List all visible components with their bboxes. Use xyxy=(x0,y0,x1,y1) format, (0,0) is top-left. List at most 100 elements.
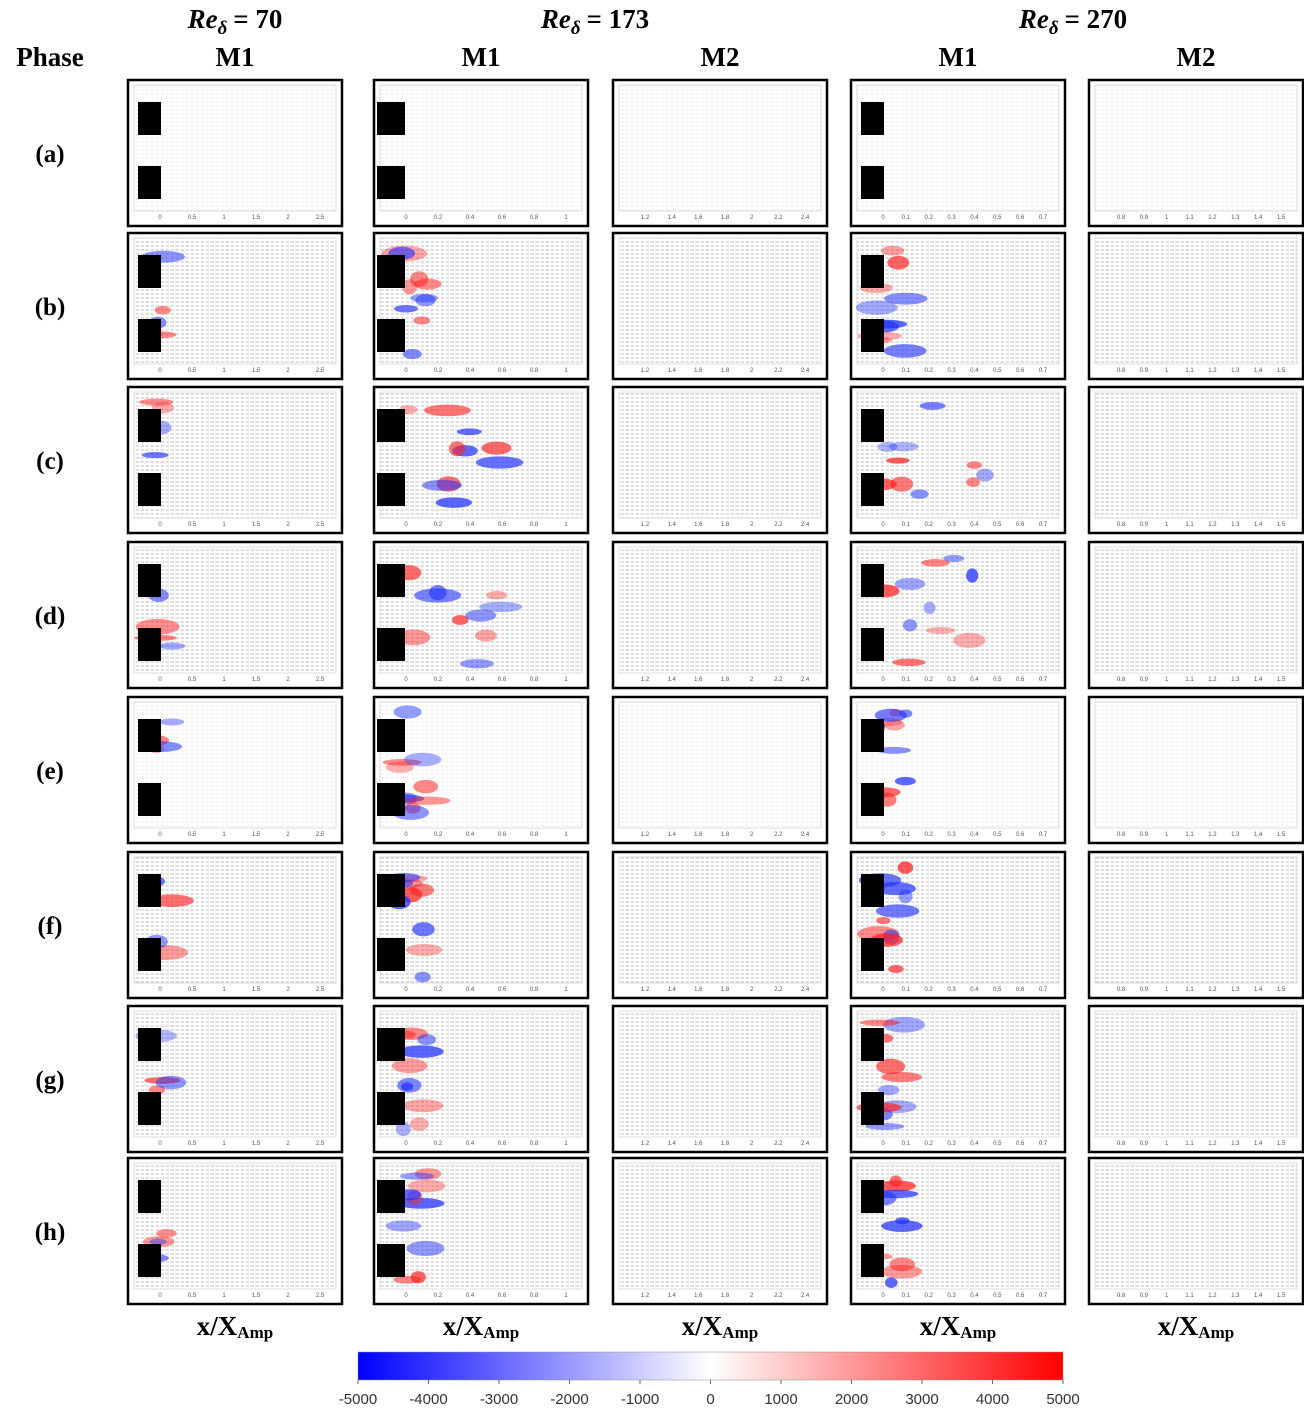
vorticity-blob xyxy=(886,457,910,464)
panel: 1.2 1.4 1.6 1.8 2 2.2 2.4 xyxy=(611,850,829,1000)
plot-border xyxy=(618,546,822,674)
tick-label: 0.4 xyxy=(466,368,475,374)
block xyxy=(861,874,884,907)
tick-label: 0.9 xyxy=(1140,1293,1149,1299)
tick-label: 1 xyxy=(222,987,226,993)
x-axis-sub: Amp xyxy=(1198,1323,1234,1342)
row-label: (a) xyxy=(35,141,64,168)
panel: 0.8 0.9 1 1.1 1.2 1.3 1.4 1.5 xyxy=(1087,385,1304,535)
tick-label: 0.1 xyxy=(902,368,911,374)
tick-label: 0 xyxy=(404,522,408,528)
block xyxy=(377,473,405,506)
vorticity-blob xyxy=(877,441,898,452)
tick-label: 1.6 xyxy=(694,832,703,838)
column-label: M1 xyxy=(939,42,978,72)
tick-label: 0.8 xyxy=(530,677,539,683)
vector-field xyxy=(619,392,821,518)
vorticity-blob xyxy=(409,883,435,897)
tick-label: 2.4 xyxy=(801,677,810,683)
tick-label: 0.8 xyxy=(1117,832,1126,838)
block xyxy=(861,1028,884,1061)
block xyxy=(377,1092,405,1125)
row-label: (g) xyxy=(35,1067,64,1094)
vorticity-blob xyxy=(402,348,422,360)
plot-border xyxy=(1094,237,1298,365)
plot-border xyxy=(379,546,583,674)
vector-field xyxy=(134,1163,336,1289)
tick-label: 2.5 xyxy=(316,522,325,528)
tick-label: 0.7 xyxy=(1039,677,1048,683)
x-axis-label: x/XAmp xyxy=(443,1311,519,1342)
tick-label: 0.6 xyxy=(1016,677,1025,683)
tick-label: 0.7 xyxy=(1039,987,1048,993)
vorticity-blob xyxy=(405,796,451,805)
tick-label: 0 xyxy=(158,1293,162,1299)
vector-field xyxy=(380,85,582,211)
tick-label: 2.4 xyxy=(801,368,810,374)
vorticity-blob xyxy=(894,578,926,590)
tick-label: 2.5 xyxy=(316,987,325,993)
tick-label: 1.5 xyxy=(1277,1293,1286,1299)
tick-label: 0 xyxy=(881,522,885,528)
panel: 1.2 1.4 1.6 1.8 2 2.2 2.4 xyxy=(611,1004,829,1154)
vorticity-blob xyxy=(396,1197,445,1209)
tick-label: 0.5 xyxy=(188,215,197,221)
tick-label: 1.3 xyxy=(1231,1141,1240,1147)
vorticity-blob xyxy=(435,497,473,508)
tick-label: 1.8 xyxy=(721,987,730,993)
tick-label: 1.6 xyxy=(694,1293,703,1299)
tick-label: 1.2 xyxy=(1208,987,1217,993)
vorticity-blob xyxy=(880,245,905,256)
plot-border xyxy=(379,391,583,519)
block xyxy=(377,1244,405,1277)
tick-label: 0.1 xyxy=(902,832,911,838)
block xyxy=(377,783,405,816)
tick-label: 1.5 xyxy=(252,1293,261,1299)
block xyxy=(377,255,405,288)
tick-label: 0.5 xyxy=(188,832,197,838)
tick-label: 0.6 xyxy=(498,987,507,993)
tick-label: 2 xyxy=(750,522,754,528)
vector-field xyxy=(619,85,821,211)
tick-label: 1.4 xyxy=(1254,832,1263,838)
panel: 0 0.1 0.2 0.3 0.4 0.5 0.6 0.7 xyxy=(849,850,1067,1000)
vorticity-blob xyxy=(976,468,994,482)
vorticity-blob xyxy=(154,306,171,315)
tick-label: 1.4 xyxy=(1254,1293,1263,1299)
tick-label: 0.9 xyxy=(1140,522,1149,528)
tick-label: 1.6 xyxy=(694,215,703,221)
plot-border xyxy=(856,701,1060,829)
plot-border xyxy=(856,1010,1060,1138)
tick-label: 0.3 xyxy=(947,522,956,528)
plot-border xyxy=(618,701,822,829)
tick-label: 1.3 xyxy=(1231,987,1240,993)
tick-label: 0.4 xyxy=(970,1141,979,1147)
tick-label: 1.5 xyxy=(1277,215,1286,221)
tick-label: 0.8 xyxy=(530,987,539,993)
tick-label: 0.2 xyxy=(434,215,443,221)
vector-field xyxy=(134,85,336,211)
plot-border xyxy=(856,237,1060,365)
colorbar-tick-label: 2000 xyxy=(835,1391,868,1408)
tick-label: 2 xyxy=(750,832,754,838)
tick-label: 0.8 xyxy=(1117,215,1126,221)
tick-label: 0.6 xyxy=(1016,1141,1025,1147)
tick-label: 0.1 xyxy=(902,677,911,683)
plot-border xyxy=(1094,856,1298,984)
x-axis-sub: Amp xyxy=(960,1323,996,1342)
block xyxy=(861,1180,884,1213)
tick-label: 2.5 xyxy=(316,215,325,221)
tick-label: 1 xyxy=(1165,677,1169,683)
tick-label: 1.2 xyxy=(641,522,650,528)
tick-label: 0.4 xyxy=(970,368,979,374)
tick-label: 0.9 xyxy=(1140,1141,1149,1147)
tick-label: 0.8 xyxy=(530,832,539,838)
panel: 1.2 1.4 1.6 1.8 2 2.2 2.4 xyxy=(611,1156,829,1306)
tick-label: 0.6 xyxy=(1016,522,1025,528)
tick-label: 2 xyxy=(750,677,754,683)
block xyxy=(138,938,161,971)
panel: 0.8 0.9 1 1.1 1.2 1.3 1.4 1.5 xyxy=(1087,78,1304,228)
panel: 0 0.2 0.4 0.6 0.8 1 xyxy=(372,78,590,228)
column-label: M2 xyxy=(701,42,740,72)
tick-label: 0 xyxy=(404,1293,408,1299)
